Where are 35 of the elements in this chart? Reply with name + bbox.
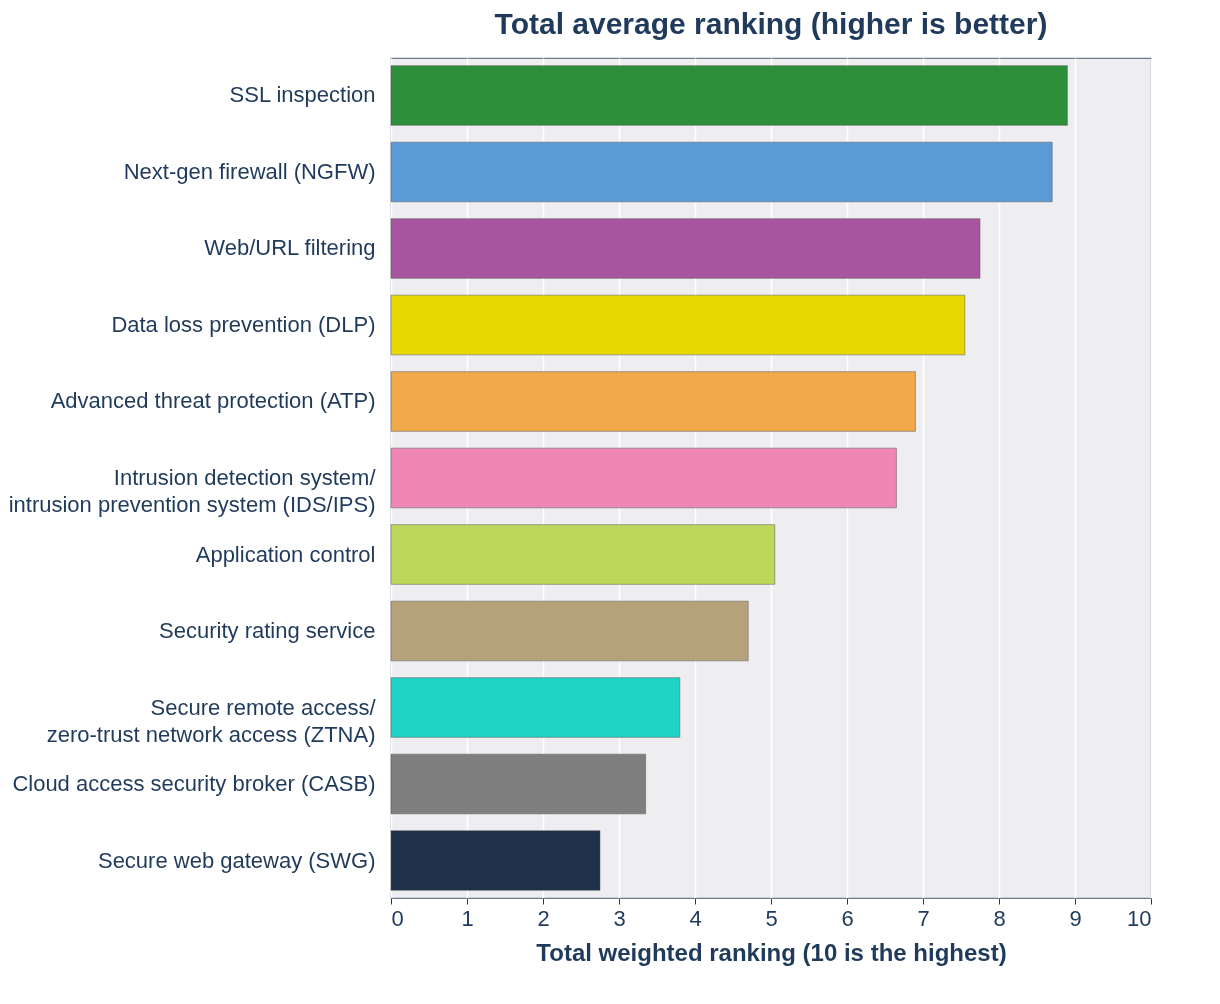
y-tick-label: Secure web gateway (SWG) <box>97 847 376 873</box>
x-tick-label: 1 <box>461 905 474 931</box>
x-tick-label: 7 <box>917 905 930 931</box>
bar <box>390 65 1068 126</box>
x-tick-label: 9 <box>1069 905 1082 931</box>
bar <box>390 447 897 509</box>
y-tick-label: Secure remote access/ zero-trust network access (ZTNA) <box>46 694 377 747</box>
x-tick-label: 3 <box>613 905 626 931</box>
bar <box>390 600 749 662</box>
bar <box>390 218 981 279</box>
y-tick-label: Web/URL filtering <box>204 235 376 261</box>
chart-title: Total average ranking (higher is better) <box>494 7 1048 40</box>
bar <box>390 294 966 356</box>
y-tick-label: Security rating service <box>159 618 376 644</box>
x-tick-label: 4 <box>689 905 702 931</box>
y-tick-label: Next-gen firewall (NGFW) <box>123 158 376 184</box>
y-tick-label: Cloud access security broker (CASB) <box>12 771 376 797</box>
y-tick-label: Application control <box>195 541 376 567</box>
bar <box>390 677 681 738</box>
x-tick-label: 6 <box>841 905 854 931</box>
y-tick-label: SSL inspection <box>229 82 376 108</box>
y-tick-label: Data loss prevention (DLP) <box>111 311 376 337</box>
bar <box>390 830 601 891</box>
x-tick-label: 2 <box>537 905 550 931</box>
x-tick-label: 0 <box>391 905 404 931</box>
bar <box>390 371 916 432</box>
x-tick-label: 5 <box>765 905 778 931</box>
x-axis-title: Total weighted ranking (10 is the highest) <box>536 938 1007 966</box>
bar <box>390 524 776 585</box>
x-tick-label: 10 <box>1127 905 1152 931</box>
x-tick-label: 8 <box>993 905 1006 931</box>
bar <box>390 753 646 815</box>
bar <box>390 141 1053 203</box>
y-tick-label: Advanced threat protection (ATP) <box>50 388 376 414</box>
y-tick-label: Intrusion detection system/ intrusion prevention system (IDS/IPS) <box>8 465 377 517</box>
